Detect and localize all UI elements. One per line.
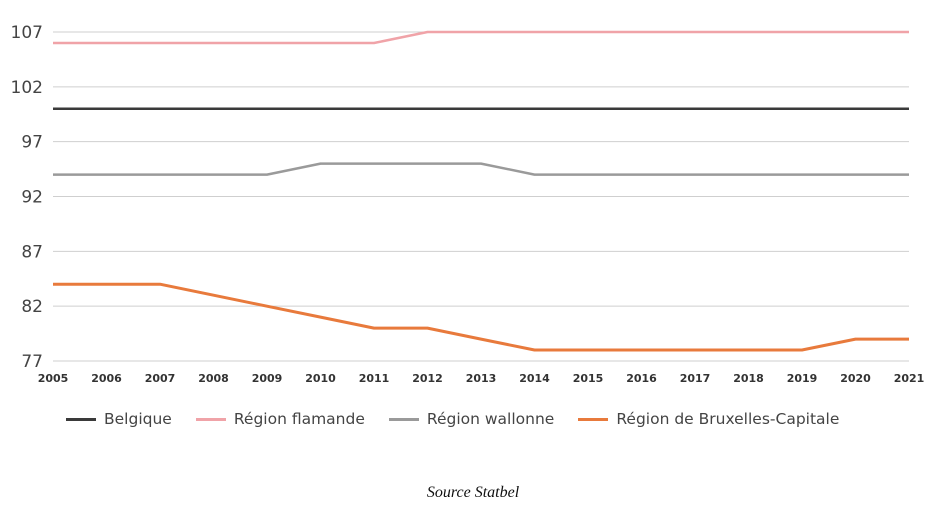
x-tick-label: 2020 bbox=[840, 372, 871, 385]
series-line-1 bbox=[53, 30, 909, 45]
legend-swatch bbox=[388, 417, 419, 421]
x-tick-label: 2015 bbox=[573, 372, 604, 385]
x-tick-label: 2011 bbox=[359, 372, 390, 385]
x-tick-label: 2007 bbox=[145, 372, 176, 385]
legend-item: Région flamande bbox=[195, 410, 365, 428]
x-tick-label: 2009 bbox=[252, 372, 283, 385]
y-tick-label: 107 bbox=[11, 23, 43, 43]
legend-item: Belgique bbox=[66, 410, 172, 428]
x-tick-label: 2017 bbox=[680, 372, 711, 385]
legend-label: Région de Bruxelles-Capitale bbox=[616, 410, 840, 428]
series-lines bbox=[53, 30, 909, 352]
y-tick-label: 87 bbox=[21, 242, 43, 262]
x-tick-label: 2021 bbox=[894, 372, 925, 385]
x-tick-label: 2019 bbox=[787, 372, 818, 385]
y-tick-label: 82 bbox=[21, 297, 43, 317]
x-tick-label: 2016 bbox=[626, 372, 657, 385]
series-line-3 bbox=[53, 282, 909, 352]
x-tick-label: 2008 bbox=[198, 372, 229, 385]
y-axis-ticks: 107 102 97 92 87 82 77 bbox=[11, 23, 43, 372]
legend-label: Région flamande bbox=[233, 410, 365, 428]
legend-swatch bbox=[66, 417, 96, 421]
x-tick-label: 2012 bbox=[412, 372, 443, 385]
x-tick-label: 2005 bbox=[38, 372, 69, 385]
line-chart: 107 102 97 92 87 82 77 2005 2006 2007 2008 2009 201… bbox=[11, 23, 925, 385]
x-tick-label: 2018 bbox=[733, 372, 764, 385]
legend-swatch bbox=[578, 417, 609, 421]
x-axis-ticks: 2005 2006 2007 2008 2009 2010 2011 2012 2013 2014… bbox=[38, 372, 925, 385]
legend: Belgique Région flamande Région wallonne Ré… bbox=[66, 410, 863, 428]
x-tick-label: 2010 bbox=[305, 372, 336, 385]
y-tick-label: 97 bbox=[21, 133, 43, 153]
x-tick-label: 2006 bbox=[91, 372, 122, 385]
series-line-2 bbox=[53, 162, 909, 176]
y-tick-label: 92 bbox=[21, 188, 43, 208]
legend-item: Région de Bruxelles-Capitale bbox=[578, 410, 839, 428]
source-caption: Source Statbel bbox=[426, 484, 520, 501]
legend-label: Belgique bbox=[104, 410, 172, 428]
y-tick-label: 77 bbox=[21, 352, 43, 372]
legend-swatch bbox=[195, 417, 226, 421]
y-tick-label: 102 bbox=[11, 78, 43, 98]
legend-label: Région wallonne bbox=[426, 410, 555, 428]
legend-item: Région wallonne bbox=[388, 410, 555, 428]
x-tick-label: 2013 bbox=[466, 372, 497, 385]
x-tick-label: 2014 bbox=[519, 372, 550, 385]
grid-lines bbox=[53, 31, 909, 362]
